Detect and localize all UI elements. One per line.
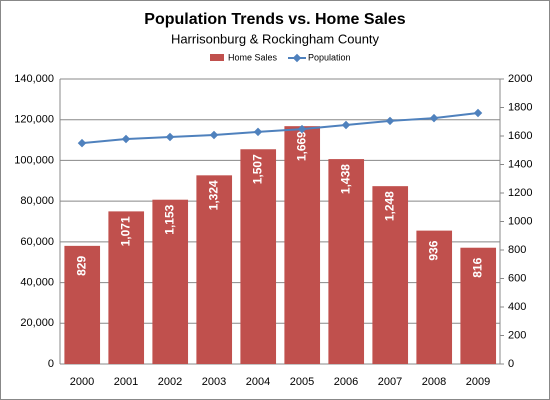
data-label: 829 — [74, 256, 88, 276]
point — [297, 124, 307, 134]
bar — [460, 247, 497, 364]
x-tick-label: 2004 — [246, 376, 270, 388]
legend-label: Population — [308, 52, 351, 62]
y-tick-label: 100,000 — [14, 154, 54, 166]
legend-marker — [292, 53, 302, 63]
bar — [416, 230, 453, 364]
data-label: 1,248 — [382, 191, 396, 221]
x-tick-label: 2001 — [114, 376, 138, 388]
line — [81, 112, 479, 145]
bar — [64, 245, 101, 364]
data-label: 816 — [470, 257, 484, 277]
y2-tick-label: 200 — [508, 329, 526, 341]
y2-tick-label: 1000 — [508, 215, 532, 227]
bar — [152, 199, 189, 364]
data-label: 1,669 — [294, 131, 308, 161]
y-tick-label: 60,000 — [20, 236, 54, 248]
point — [385, 116, 395, 126]
point — [209, 130, 219, 140]
y-tick-label: 20,000 — [20, 317, 54, 329]
y2-tick-label: 600 — [508, 272, 526, 284]
y2-tick-label: 1800 — [508, 101, 532, 113]
y-tick-label: 120,000 — [14, 114, 54, 126]
chart-subtitle: Harrisonburg & Rockingham County — [171, 31, 380, 46]
bar — [196, 175, 233, 364]
legend-swatch — [210, 54, 224, 61]
y-tick-label: 80,000 — [20, 195, 54, 207]
x-tick-label: 2007 — [378, 376, 402, 388]
point — [341, 120, 351, 130]
bar — [372, 186, 409, 364]
bar — [240, 149, 277, 364]
data-label: 1,071 — [118, 216, 132, 246]
point — [253, 127, 263, 137]
data-label: 1,507 — [250, 154, 264, 184]
data-label: 1,324 — [206, 180, 220, 210]
y2-tick-label: 800 — [508, 244, 526, 256]
legend-label: Home Sales — [228, 52, 278, 62]
data-label: 1,153 — [162, 204, 176, 234]
point — [429, 113, 439, 123]
x-tick-label: 2002 — [158, 376, 182, 388]
y2-tick-label: 1600 — [508, 130, 532, 142]
x-tick-label: 2005 — [290, 376, 314, 388]
bar — [284, 126, 321, 364]
data-label: 1,438 — [338, 164, 352, 194]
y-tick-label: 40,000 — [20, 276, 54, 288]
x-tick-label: 2009 — [466, 376, 490, 388]
x-tick-label: 2003 — [202, 376, 226, 388]
x-tick-label: 2006 — [334, 376, 358, 388]
bar — [108, 211, 145, 364]
point — [77, 138, 87, 148]
y2-tick-label: 1400 — [508, 158, 532, 170]
y-tick-label: 140,000 — [14, 73, 54, 85]
y2-tick-label: 400 — [508, 301, 526, 313]
point — [473, 108, 483, 118]
y2-tick-label: 2000 — [508, 73, 532, 85]
x-tick-label: 2008 — [422, 376, 446, 388]
data-label: 936 — [426, 240, 440, 260]
chart-title: Population Trends vs. Home Sales — [144, 11, 406, 28]
y2-tick-label: 1200 — [508, 187, 532, 199]
y2-tick-label: 0 — [508, 358, 514, 370]
x-tick-label: 2000 — [70, 376, 94, 388]
point — [121, 134, 131, 144]
bar — [328, 159, 365, 364]
y-tick-label: 0 — [48, 358, 54, 370]
point — [165, 132, 175, 142]
